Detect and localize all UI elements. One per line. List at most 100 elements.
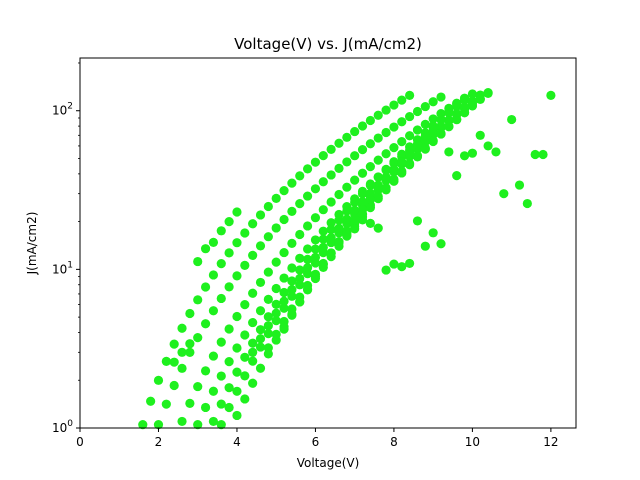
data-point bbox=[271, 223, 281, 233]
data-point bbox=[232, 271, 242, 281]
data-point bbox=[420, 131, 430, 141]
data-point bbox=[287, 291, 297, 301]
data-point bbox=[444, 147, 454, 157]
data-point bbox=[185, 398, 195, 408]
data-point bbox=[373, 223, 383, 233]
data-point bbox=[302, 284, 313, 294]
data-point bbox=[350, 175, 360, 185]
data-point bbox=[342, 214, 352, 224]
data-point bbox=[428, 114, 438, 124]
data-point bbox=[169, 380, 179, 391]
data-point bbox=[287, 276, 297, 286]
data-point bbox=[342, 157, 352, 167]
data-point bbox=[295, 199, 305, 209]
data-point bbox=[295, 253, 305, 263]
data-point bbox=[279, 185, 289, 196]
data-point bbox=[216, 226, 226, 236]
y-axis-ticks: 100 101 102 bbox=[52, 62, 80, 435]
data-point bbox=[263, 294, 273, 304]
data-point bbox=[412, 139, 423, 150]
data-point bbox=[397, 137, 407, 147]
y-tick-label: 102 bbox=[52, 102, 73, 118]
y-tick-label: 101 bbox=[52, 260, 73, 276]
data-point bbox=[263, 267, 273, 277]
data-point bbox=[240, 260, 250, 270]
data-point bbox=[208, 386, 219, 396]
data-point bbox=[389, 166, 399, 176]
data-point bbox=[271, 308, 281, 318]
data-point bbox=[467, 148, 478, 158]
data-point bbox=[153, 375, 164, 385]
data-point bbox=[452, 114, 462, 124]
data-point bbox=[334, 223, 344, 233]
data-point bbox=[389, 174, 399, 185]
data-point bbox=[232, 311, 242, 322]
data-point bbox=[514, 180, 525, 190]
data-point bbox=[389, 157, 399, 167]
x-tick-label: 2 bbox=[155, 435, 163, 449]
data-point bbox=[232, 367, 242, 377]
data-point bbox=[405, 258, 415, 269]
data-point bbox=[216, 259, 226, 269]
data-point bbox=[357, 168, 368, 178]
x-tick-label: 6 bbox=[312, 435, 320, 449]
data-point bbox=[318, 259, 328, 270]
data-point bbox=[326, 197, 336, 207]
data-point bbox=[318, 242, 328, 252]
data-point bbox=[263, 329, 273, 339]
data-point bbox=[365, 139, 375, 149]
data-point bbox=[271, 283, 281, 294]
data-point bbox=[373, 185, 383, 195]
data-point bbox=[138, 420, 148, 430]
data-point bbox=[287, 206, 297, 217]
data-point bbox=[193, 420, 203, 430]
data-point bbox=[185, 347, 195, 358]
data-point bbox=[263, 321, 273, 331]
data-point bbox=[381, 265, 391, 275]
data-point bbox=[405, 158, 415, 168]
data-point bbox=[491, 147, 501, 157]
data-point bbox=[224, 402, 234, 413]
data-point bbox=[240, 330, 250, 340]
x-tick-label: 8 bbox=[390, 435, 398, 449]
data-point bbox=[200, 319, 211, 329]
data-point bbox=[240, 352, 250, 362]
data-point bbox=[350, 197, 360, 207]
data-point bbox=[232, 386, 242, 396]
data-point bbox=[310, 272, 321, 282]
data-point bbox=[177, 347, 187, 357]
x-axis-ticks: 0 2 4 6 8 10 12 bbox=[76, 428, 559, 449]
data-point bbox=[459, 95, 470, 105]
data-point bbox=[350, 215, 360, 225]
data-point bbox=[412, 216, 423, 226]
data-point bbox=[248, 250, 258, 260]
data-point bbox=[255, 241, 266, 251]
data-point bbox=[412, 150, 423, 161]
data-point bbox=[216, 371, 226, 381]
data-point bbox=[381, 164, 391, 174]
data-point bbox=[357, 205, 368, 215]
data-point bbox=[248, 338, 258, 348]
data-point bbox=[279, 303, 289, 313]
data-point bbox=[224, 248, 234, 258]
data-point bbox=[420, 119, 430, 129]
data-point bbox=[295, 280, 305, 290]
data-point bbox=[185, 308, 195, 319]
data-point bbox=[177, 323, 187, 333]
data-point bbox=[255, 306, 266, 316]
data-point bbox=[350, 126, 360, 137]
data-point bbox=[271, 193, 281, 203]
data-point bbox=[326, 224, 336, 235]
data-point bbox=[397, 149, 407, 159]
data-point bbox=[255, 334, 266, 344]
data-point bbox=[208, 351, 219, 361]
data-point bbox=[459, 107, 470, 118]
data-point bbox=[326, 144, 336, 154]
data-point bbox=[357, 121, 368, 131]
data-point bbox=[334, 163, 344, 173]
data-point bbox=[389, 122, 399, 132]
x-tick-label: 4 bbox=[233, 435, 241, 449]
data-point bbox=[271, 257, 281, 267]
x-axis-label: Voltage(V) bbox=[297, 456, 360, 470]
data-point bbox=[240, 300, 250, 310]
